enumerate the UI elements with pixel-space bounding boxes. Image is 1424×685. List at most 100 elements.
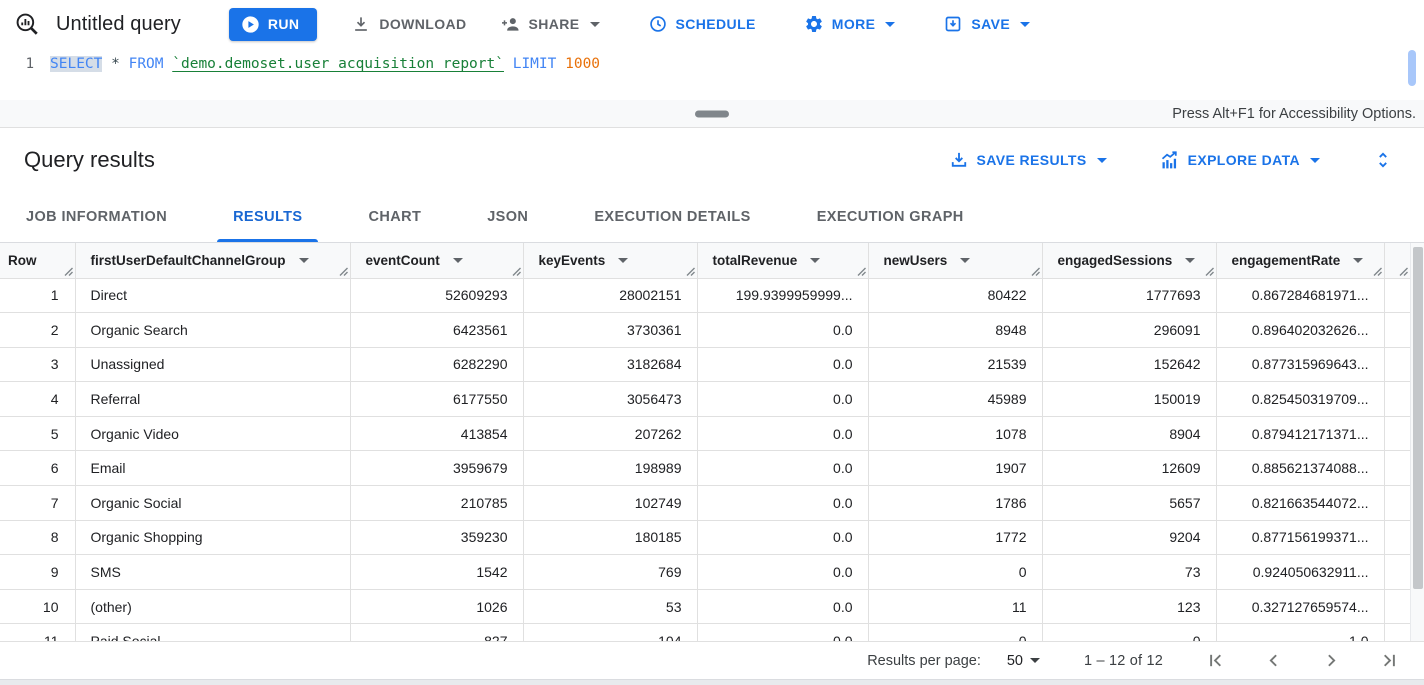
next-page-button[interactable] (1319, 648, 1344, 673)
sql-token (164, 56, 173, 72)
schedule-button[interactable]: SCHEDULE (638, 6, 766, 42)
column-menu-caret-icon[interactable] (452, 257, 463, 263)
column-resize-handle-icon[interactable] (1373, 267, 1382, 276)
table-vertical-scrollbar[interactable] (1410, 243, 1424, 641)
table-cell: 359230 (349, 520, 523, 556)
tab-execution-graph[interactable]: EXECUTION GRAPH (801, 192, 980, 242)
unfold-icon (1372, 149, 1394, 171)
table-row: 8 Organic Shopping 359230 180185 0.0 1772 9204… (0, 520, 1410, 556)
filler-cell (1383, 450, 1410, 487)
column-header-keyevents[interactable]: keyEvents (522, 243, 697, 279)
table-cell: 73 (1041, 554, 1216, 590)
chevron-down-icon (1096, 157, 1107, 163)
tab-json[interactable]: JSON (471, 192, 544, 242)
column-resize-handle-icon[interactable] (1031, 267, 1040, 276)
page-size-select[interactable]: 50 (1007, 653, 1040, 669)
gear-icon (804, 14, 824, 34)
row-number-cell: 5 (0, 416, 75, 452)
tab-job-information[interactable]: JOB INFORMATION (10, 192, 183, 242)
column-menu-caret-icon[interactable] (960, 257, 971, 263)
table-cell: 296091 (1041, 312, 1216, 348)
download-button[interactable]: DOWNLOAD (341, 6, 476, 42)
save-results-icon (949, 150, 969, 170)
table-scrollbar-thumb[interactable] (1413, 247, 1423, 589)
person-add-icon (501, 14, 521, 34)
last-page-button[interactable] (1377, 648, 1402, 673)
column-label: firstUserDefaultChannelGroup (90, 252, 286, 268)
table-cell: 123 (1041, 589, 1216, 625)
last-page-icon (1379, 650, 1400, 671)
filler-cell (1383, 589, 1410, 625)
table-row: 9 SMS 1542 769 0.0 0 73 0.924050632911... (0, 554, 1410, 590)
results-footer: Results per page: 50 1 – 12 of 12 (0, 641, 1424, 679)
column-resize-handle-icon[interactable] (857, 267, 866, 276)
table-cell: 1777693 (1041, 278, 1216, 314)
tab-results[interactable]: RESULTS (217, 192, 319, 242)
column-header-row[interactable]: Row (0, 243, 75, 279)
share-button[interactable]: SHARE (491, 6, 610, 42)
table-cell: 0.821663544072... (1215, 485, 1384, 521)
collapse-results-button[interactable] (1368, 145, 1398, 175)
sql-token (504, 56, 513, 72)
table-row: 5 Organic Video 413854 207262 0.0 1078 8904 0.8… (0, 416, 1410, 452)
table-cell: 3959679 (349, 450, 523, 487)
column-header-engagedsessions[interactable]: engagedSessions (1041, 243, 1216, 279)
more-button[interactable]: MORE (794, 6, 906, 42)
table-row: 4 Referral 6177550 3056473 0.0 45989 150019 0.8… (0, 381, 1410, 417)
table-cell: 1078 (867, 416, 1042, 452)
column-resize-handle-icon[interactable] (1205, 267, 1214, 276)
save-button[interactable]: SAVE (933, 6, 1040, 42)
column-menu-caret-icon[interactable] (1353, 257, 1364, 263)
sql-token: 1000 (565, 56, 601, 72)
column-header-totalrevenue[interactable]: totalRevenue (696, 243, 868, 279)
chevron-down-icon (1020, 21, 1031, 27)
run-button[interactable]: RUN (228, 7, 318, 41)
table-row: 2 Organic Search 6423561 3730361 0.0 8948 2960… (0, 312, 1410, 348)
table-cell: 0.867284681971... (1215, 278, 1384, 314)
column-header-eventcount[interactable]: eventCount (349, 243, 523, 279)
column-resize-handle-icon[interactable] (512, 267, 521, 276)
tab-execution-details[interactable]: EXECUTION DETAILS (578, 192, 766, 242)
table-cell: 104 (522, 623, 697, 641)
column-menu-caret-icon[interactable] (810, 257, 821, 263)
table-cell: 0.825450319709... (1215, 381, 1384, 417)
table-cell: 0.0 (696, 347, 868, 383)
row-number-cell: 7 (0, 485, 75, 521)
filler-cell (1383, 416, 1410, 452)
table-cell: 0.0 (696, 589, 868, 625)
table-cell: 207262 (522, 416, 697, 452)
filler-cell (1383, 278, 1410, 314)
horizontal-scrollbar[interactable] (0, 679, 1424, 685)
column-menu-caret-icon[interactable] (298, 257, 309, 263)
previous-page-button[interactable] (1261, 648, 1286, 673)
panel-resize-handle[interactable] (695, 110, 729, 117)
table-cell: Paid Social (74, 623, 350, 641)
table-cell: 11 (867, 589, 1042, 625)
column-header-firstuserdefaultchannelgroup[interactable]: firstUserDefaultChannelGroup (74, 243, 350, 279)
column-resize-handle-icon[interactable] (339, 267, 348, 276)
save-results-button[interactable]: SAVE RESULTS (945, 142, 1111, 178)
tab-label: JSON (487, 209, 529, 225)
column-menu-caret-icon[interactable] (618, 257, 629, 263)
table-cell: 53 (522, 589, 697, 625)
column-header-newusers[interactable]: newUsers (867, 243, 1042, 279)
column-resize-handle-icon[interactable] (686, 267, 695, 276)
results-table: Row firstUserDefaultChannelGroup eventCoun… (0, 243, 1410, 641)
sql-code-line[interactable]: SELECT * FROM `demo.demoset.user_acquisi… (50, 56, 600, 72)
column-resize-handle-icon[interactable] (1399, 267, 1408, 276)
table-row: 3 Unassigned 6282290 3182684 0.0 21539 152642 0… (0, 347, 1410, 383)
sql-token: FROM (128, 56, 164, 72)
table-cell: 8948 (867, 312, 1042, 348)
explore-data-button[interactable]: EXPLORE DATA (1155, 142, 1324, 179)
sql-editor[interactable]: 1 SELECT * FROM `demo.demoset.user_acqui… (0, 48, 1424, 100)
column-resize-handle-icon[interactable] (64, 267, 73, 276)
table-cell: 180185 (522, 520, 697, 556)
editor-scrollbar-thumb[interactable] (1408, 50, 1416, 86)
column-header-filler (1383, 243, 1410, 279)
column-menu-caret-icon[interactable] (1185, 257, 1196, 263)
column-header-engagementrate[interactable]: engagementRate (1215, 243, 1384, 279)
results-per-page-label: Results per page: (867, 652, 981, 669)
first-page-button[interactable] (1203, 648, 1228, 673)
sql-token: SELECT (50, 56, 103, 72)
tab-chart[interactable]: CHART (352, 192, 437, 242)
